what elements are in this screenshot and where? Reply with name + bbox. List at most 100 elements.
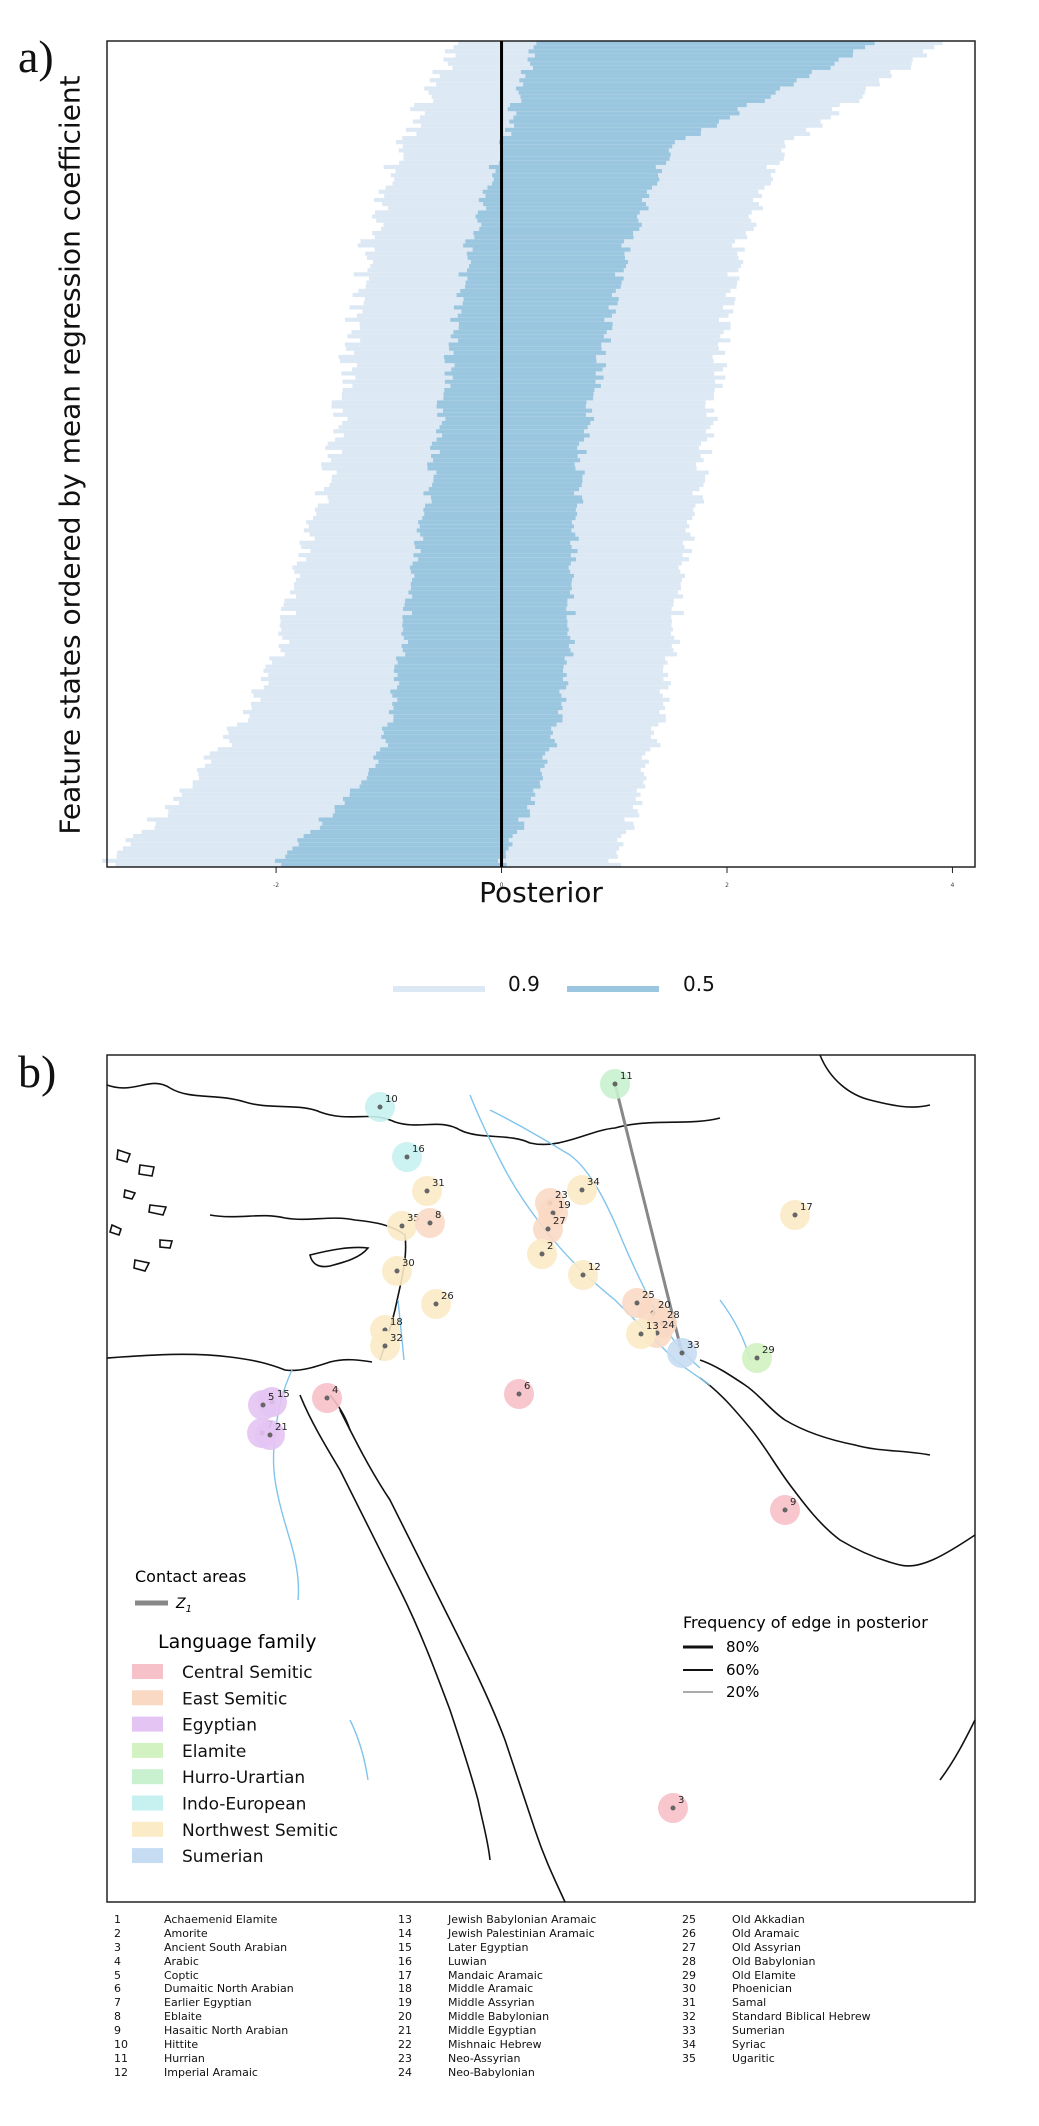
interval-50-bar (403, 627, 569, 632)
key-row: 11 Hurrian (114, 2052, 294, 2066)
interval-50-bar (473, 230, 634, 236)
key-row: 10 Hittite (114, 2038, 294, 2052)
interval-50-bar (431, 441, 580, 446)
language-point-label: 3 (678, 1795, 684, 1806)
language-point (679, 1350, 685, 1356)
interval-50-bar (530, 61, 835, 66)
key-row: 7 Earlier Egyptian (114, 1996, 294, 2010)
key-row: 18 Middle Aramaic (398, 1982, 596, 1996)
north-africa-coast (106, 1353, 373, 1372)
key-number: 20 (398, 2010, 412, 2024)
interval-50-bar (527, 57, 839, 62)
interval-50-bar (402, 619, 568, 624)
family-label: East Semitic (182, 1689, 287, 1709)
interval-50-bar (404, 602, 568, 607)
key-number: 22 (398, 2038, 412, 2052)
aegean-island-3 (123, 1188, 137, 1200)
interval-50-bar (414, 540, 571, 545)
interval-50-bar (453, 330, 607, 335)
arabia-southeast-coast (939, 1719, 976, 1781)
interval-50-bar (465, 280, 622, 285)
jordan-river (397, 1299, 405, 1361)
key-number: 5 (114, 1968, 121, 1982)
language-point (754, 1355, 760, 1361)
wadi-river (349, 1719, 369, 1781)
key-language-name: Old Akkadian (732, 1913, 805, 1926)
x-tick-label: 2 (725, 882, 729, 889)
key-number: 15 (398, 1940, 412, 1954)
interval-50-bar (410, 582, 572, 587)
language-point (580, 1272, 586, 1278)
interval-50-bar (350, 788, 534, 793)
family-swatch (132, 1716, 163, 1732)
key-language-name: Coptic (164, 1968, 199, 1982)
interval-50-bar (457, 313, 612, 318)
interval-50-bar (397, 672, 567, 678)
interval-50-bar (387, 722, 557, 727)
key-number: 28 (682, 1954, 696, 1968)
key-number: 26 (682, 1926, 696, 1940)
interval-50-bar (410, 569, 571, 574)
key-number: 21 (398, 2024, 412, 2038)
language-point-label: 9 (790, 1497, 796, 1508)
interval-50-bar (533, 65, 831, 70)
interval-50-bar (402, 606, 567, 611)
interval-50-bar (453, 305, 609, 310)
key-language-name: Earlier Egyptian (164, 1996, 252, 2010)
key-language-name: Old Babylonian (732, 1954, 816, 1968)
interval-50-bar (423, 491, 575, 496)
key-column-2: 13 Jewish Babylonian Aramaic 14 Jewish Pale… (398, 1913, 596, 2080)
interval-50-bar (442, 433, 590, 438)
key-column-1: 1 Achaemenid Elamite 2 Amorite 3 Ancient Sout… (114, 1913, 294, 2080)
key-number: 18 (398, 1982, 412, 1996)
key-number: 16 (398, 1954, 412, 1968)
key-language-name: Arabic (164, 1954, 199, 1968)
red-sea-west-coast (299, 1394, 491, 1861)
interval-50-bar (376, 751, 546, 756)
key-language-name: Luwian (448, 1954, 487, 1968)
language-point (324, 1395, 330, 1401)
key-number: 7 (114, 1996, 121, 2010)
interval-50-bar (436, 400, 587, 405)
interval-50-bar (483, 202, 646, 207)
interval-50-bar (444, 371, 596, 376)
interval-50-bar (397, 685, 567, 690)
interval-50-bar (444, 379, 596, 384)
interval-50-bar (481, 222, 642, 227)
family-label: Northwest Semitic (182, 1821, 338, 1841)
interval-50-bar (475, 214, 637, 219)
contact-area-label: Z1 (175, 1596, 192, 1615)
key-number: 12 (114, 2065, 128, 2079)
aegean-island-1 (116, 1148, 132, 1163)
key-row: 1 Achaemenid Elamite (114, 1913, 294, 1927)
interval-50-bar (466, 251, 625, 256)
interval-50-bar (431, 454, 578, 459)
language-point-label: 21 (275, 1422, 288, 1433)
interval-50-bar (533, 45, 866, 50)
language-point-label: 30 (402, 1258, 415, 1269)
interval-50-bar (520, 94, 771, 99)
language-point-label: 19 (558, 1200, 571, 1211)
interval-50-bar (409, 565, 569, 570)
key-row: 9 Hasaitic North Arabian (114, 2024, 294, 2038)
legend-swatch-50 (567, 986, 659, 992)
key-row: 17 Mandaic Aramaic (398, 1969, 596, 1983)
interval-50-bar (445, 416, 594, 421)
interval-50-bar (393, 677, 563, 682)
interval-50-bar (402, 648, 571, 653)
interval-50-bar (401, 631, 568, 636)
interval-50-bar (393, 714, 563, 719)
interval-50-bar (285, 854, 507, 859)
interval-50-bar (383, 730, 553, 735)
interval-50-bar (477, 210, 640, 215)
key-number: 1 (114, 1913, 121, 1926)
key-number: 6 (114, 1982, 121, 1996)
key-row: 13 Jewish Babylonian Aramaic (398, 1913, 596, 1927)
red-sea-east-coast (339, 1409, 566, 1903)
contact-edge (613, 1083, 684, 1354)
interval-50-bar (359, 784, 541, 789)
language-point (545, 1226, 551, 1232)
interval-50-bar (443, 392, 594, 397)
key-number: 24 (398, 2065, 412, 2079)
